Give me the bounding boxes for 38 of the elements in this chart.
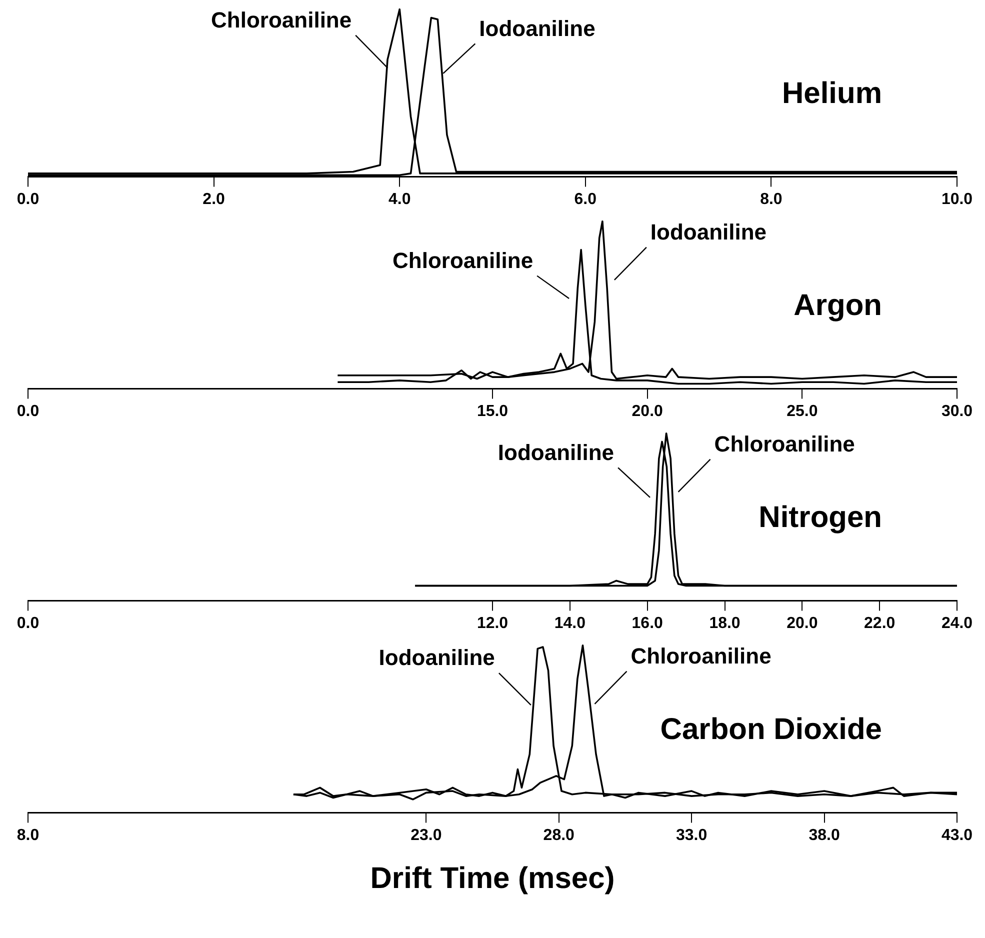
x-tick-label: 12.0 <box>476 614 508 632</box>
x-tick-label: 4.0 <box>388 190 411 208</box>
x-tick-label: 43.0 <box>941 826 973 844</box>
x-tick-label: 6.0 <box>574 190 597 208</box>
text: Argon <box>794 289 882 322</box>
x-tick-label: 25.0 <box>786 402 818 420</box>
x-tick-label: 10.0 <box>941 190 973 208</box>
x-tick-label: 18.0 <box>709 614 740 632</box>
x-tick-label: 8.0 <box>760 190 782 208</box>
series-label: Chloroaniline <box>211 7 352 32</box>
x-tick-label: 30.0 <box>941 402 973 420</box>
x-tick-label: 24.0 <box>941 614 973 632</box>
text: Helium <box>782 77 882 110</box>
x-tick-label: 0.0 <box>16 190 40 208</box>
series-label: Chloroaniline <box>714 431 855 456</box>
x-tick-label: 20.0 <box>786 614 818 632</box>
text: Chloroaniline <box>392 248 534 273</box>
x-tick-label: 23.0 <box>410 826 442 844</box>
text: Nitrogen <box>758 501 882 534</box>
x-tick-label: 14.0 <box>554 614 586 632</box>
text: Iodoaniline <box>650 219 767 244</box>
x-tick-label: 2.0 <box>202 190 226 208</box>
text: Carbon Dioxide <box>660 713 882 746</box>
x-tick-label: 16.0 <box>632 614 664 632</box>
x-tick-label: 28.0 <box>543 826 575 844</box>
series-label: Iodoaniline <box>479 16 596 41</box>
x-tick-label: 8.0 <box>16 826 40 844</box>
x-tick-label: 38.0 <box>808 826 840 844</box>
text: Iodoaniline <box>498 440 614 465</box>
x-tick-label: 15.0 <box>476 402 508 420</box>
x-tick-label: 20.0 <box>632 402 664 420</box>
x-axis-title: Drift Time (msec) <box>369 862 616 896</box>
text: Chloroaniline <box>630 643 772 668</box>
x-tick-label: 0.0 <box>16 614 40 632</box>
x-tick-label: 0.0 <box>16 402 40 420</box>
x-tick-label: 33.0 <box>676 826 708 844</box>
x-tick-label: 22.0 <box>864 614 896 632</box>
series-label: Iodoaniline <box>378 645 495 670</box>
